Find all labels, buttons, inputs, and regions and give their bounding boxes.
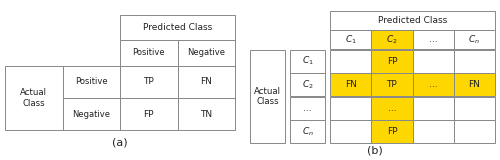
Text: ...: ... bbox=[429, 80, 438, 89]
Text: (a): (a) bbox=[112, 138, 128, 148]
Bar bbox=[178, 98, 235, 130]
Bar bbox=[290, 50, 325, 73]
Text: Predicted Class: Predicted Class bbox=[143, 23, 212, 32]
Bar bbox=[412, 97, 454, 120]
Bar bbox=[62, 66, 120, 98]
Bar bbox=[412, 50, 454, 73]
Bar bbox=[120, 66, 178, 98]
Bar bbox=[330, 73, 371, 96]
Bar bbox=[454, 50, 495, 73]
Bar bbox=[412, 73, 454, 96]
Text: ...: ... bbox=[303, 104, 312, 113]
Bar bbox=[330, 30, 371, 49]
Text: (b): (b) bbox=[367, 146, 383, 156]
Bar bbox=[290, 120, 325, 143]
Bar bbox=[178, 40, 235, 66]
Text: TP: TP bbox=[386, 80, 397, 89]
Text: $C_n$: $C_n$ bbox=[468, 33, 480, 46]
Bar bbox=[412, 120, 454, 143]
Bar bbox=[120, 98, 178, 130]
Bar bbox=[62, 98, 120, 130]
Text: $C_1$: $C_1$ bbox=[302, 55, 314, 68]
Text: FN: FN bbox=[200, 77, 212, 86]
Text: $C_1$: $C_1$ bbox=[344, 33, 356, 46]
Text: Actual
Class: Actual Class bbox=[254, 87, 281, 106]
Bar bbox=[454, 30, 495, 49]
Bar bbox=[330, 50, 371, 73]
Bar bbox=[371, 50, 412, 73]
Bar bbox=[371, 120, 412, 143]
Text: TP: TP bbox=[144, 77, 154, 86]
Bar bbox=[454, 120, 495, 143]
Bar bbox=[178, 66, 235, 98]
Text: FN: FN bbox=[468, 80, 480, 89]
Text: ...: ... bbox=[429, 35, 438, 44]
Text: FP: FP bbox=[386, 57, 397, 66]
Text: FP: FP bbox=[144, 110, 154, 119]
Bar bbox=[454, 97, 495, 120]
Bar bbox=[290, 73, 325, 96]
Text: Positive: Positive bbox=[132, 48, 165, 57]
Text: FP: FP bbox=[386, 127, 397, 136]
Bar bbox=[330, 120, 371, 143]
Bar bbox=[330, 97, 371, 120]
Bar bbox=[371, 73, 412, 96]
Text: $C_n$: $C_n$ bbox=[302, 126, 314, 138]
Text: Negative: Negative bbox=[188, 48, 226, 57]
Text: Predicted Class: Predicted Class bbox=[378, 16, 447, 25]
Bar bbox=[330, 11, 495, 30]
Bar bbox=[120, 15, 235, 40]
Text: Positive: Positive bbox=[75, 77, 108, 86]
Text: ...: ... bbox=[388, 104, 396, 113]
Bar bbox=[454, 73, 495, 96]
Text: $C_2$: $C_2$ bbox=[386, 33, 398, 46]
Bar bbox=[412, 30, 454, 49]
Text: $C_2$: $C_2$ bbox=[302, 79, 314, 91]
Text: Actual
Class: Actual Class bbox=[20, 88, 47, 108]
Bar bbox=[250, 50, 285, 143]
Bar bbox=[371, 30, 412, 49]
Bar bbox=[371, 97, 412, 120]
Text: FN: FN bbox=[344, 80, 356, 89]
Text: TN: TN bbox=[200, 110, 212, 119]
Bar bbox=[120, 40, 178, 66]
Text: Negative: Negative bbox=[72, 110, 110, 119]
Bar bbox=[290, 97, 325, 120]
Bar bbox=[5, 66, 62, 130]
